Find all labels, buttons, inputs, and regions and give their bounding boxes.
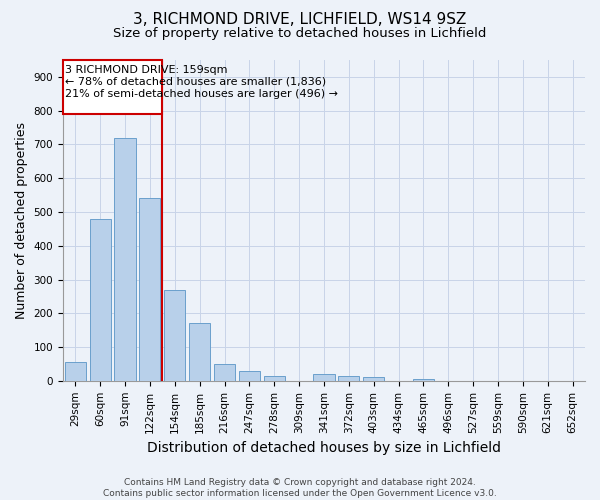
Bar (363, 378, 384, 381)
X-axis label: Distribution of detached houses by size in Lichfield: Distribution of detached houses by size … (147, 441, 501, 455)
Text: 3, RICHMOND DRIVE, LICHFIELD, WS14 9SZ: 3, RICHMOND DRIVE, LICHFIELD, WS14 9SZ (133, 12, 467, 28)
Bar (338, 376, 359, 381)
Bar (413, 379, 434, 381)
Bar (239, 370, 260, 381)
Bar (189, 324, 210, 381)
Text: ← 78% of detached houses are smaller (1,836): ← 78% of detached houses are smaller (1,… (65, 77, 326, 87)
Bar (164, 290, 185, 381)
Bar (89, 218, 111, 381)
Title: 3, RICHMOND DRIVE, LICHFIELD, WS14 9SZ
Size of property relative to detached hou: 3, RICHMOND DRIVE, LICHFIELD, WS14 9SZ S… (0, 499, 1, 500)
Bar (214, 364, 235, 381)
Text: Size of property relative to detached houses in Lichfield: Size of property relative to detached ho… (113, 28, 487, 40)
Bar (139, 198, 160, 381)
Y-axis label: Number of detached properties: Number of detached properties (15, 122, 28, 319)
Bar (263, 376, 285, 381)
Bar (115, 138, 136, 381)
Text: 3 RICHMOND DRIVE: 159sqm: 3 RICHMOND DRIVE: 159sqm (65, 65, 228, 75)
Bar (313, 374, 335, 381)
Text: Contains HM Land Registry data © Crown copyright and database right 2024.
Contai: Contains HM Land Registry data © Crown c… (103, 478, 497, 498)
FancyBboxPatch shape (63, 60, 163, 114)
Bar (65, 362, 86, 381)
Text: 21% of semi-detached houses are larger (496) →: 21% of semi-detached houses are larger (… (65, 89, 338, 99)
